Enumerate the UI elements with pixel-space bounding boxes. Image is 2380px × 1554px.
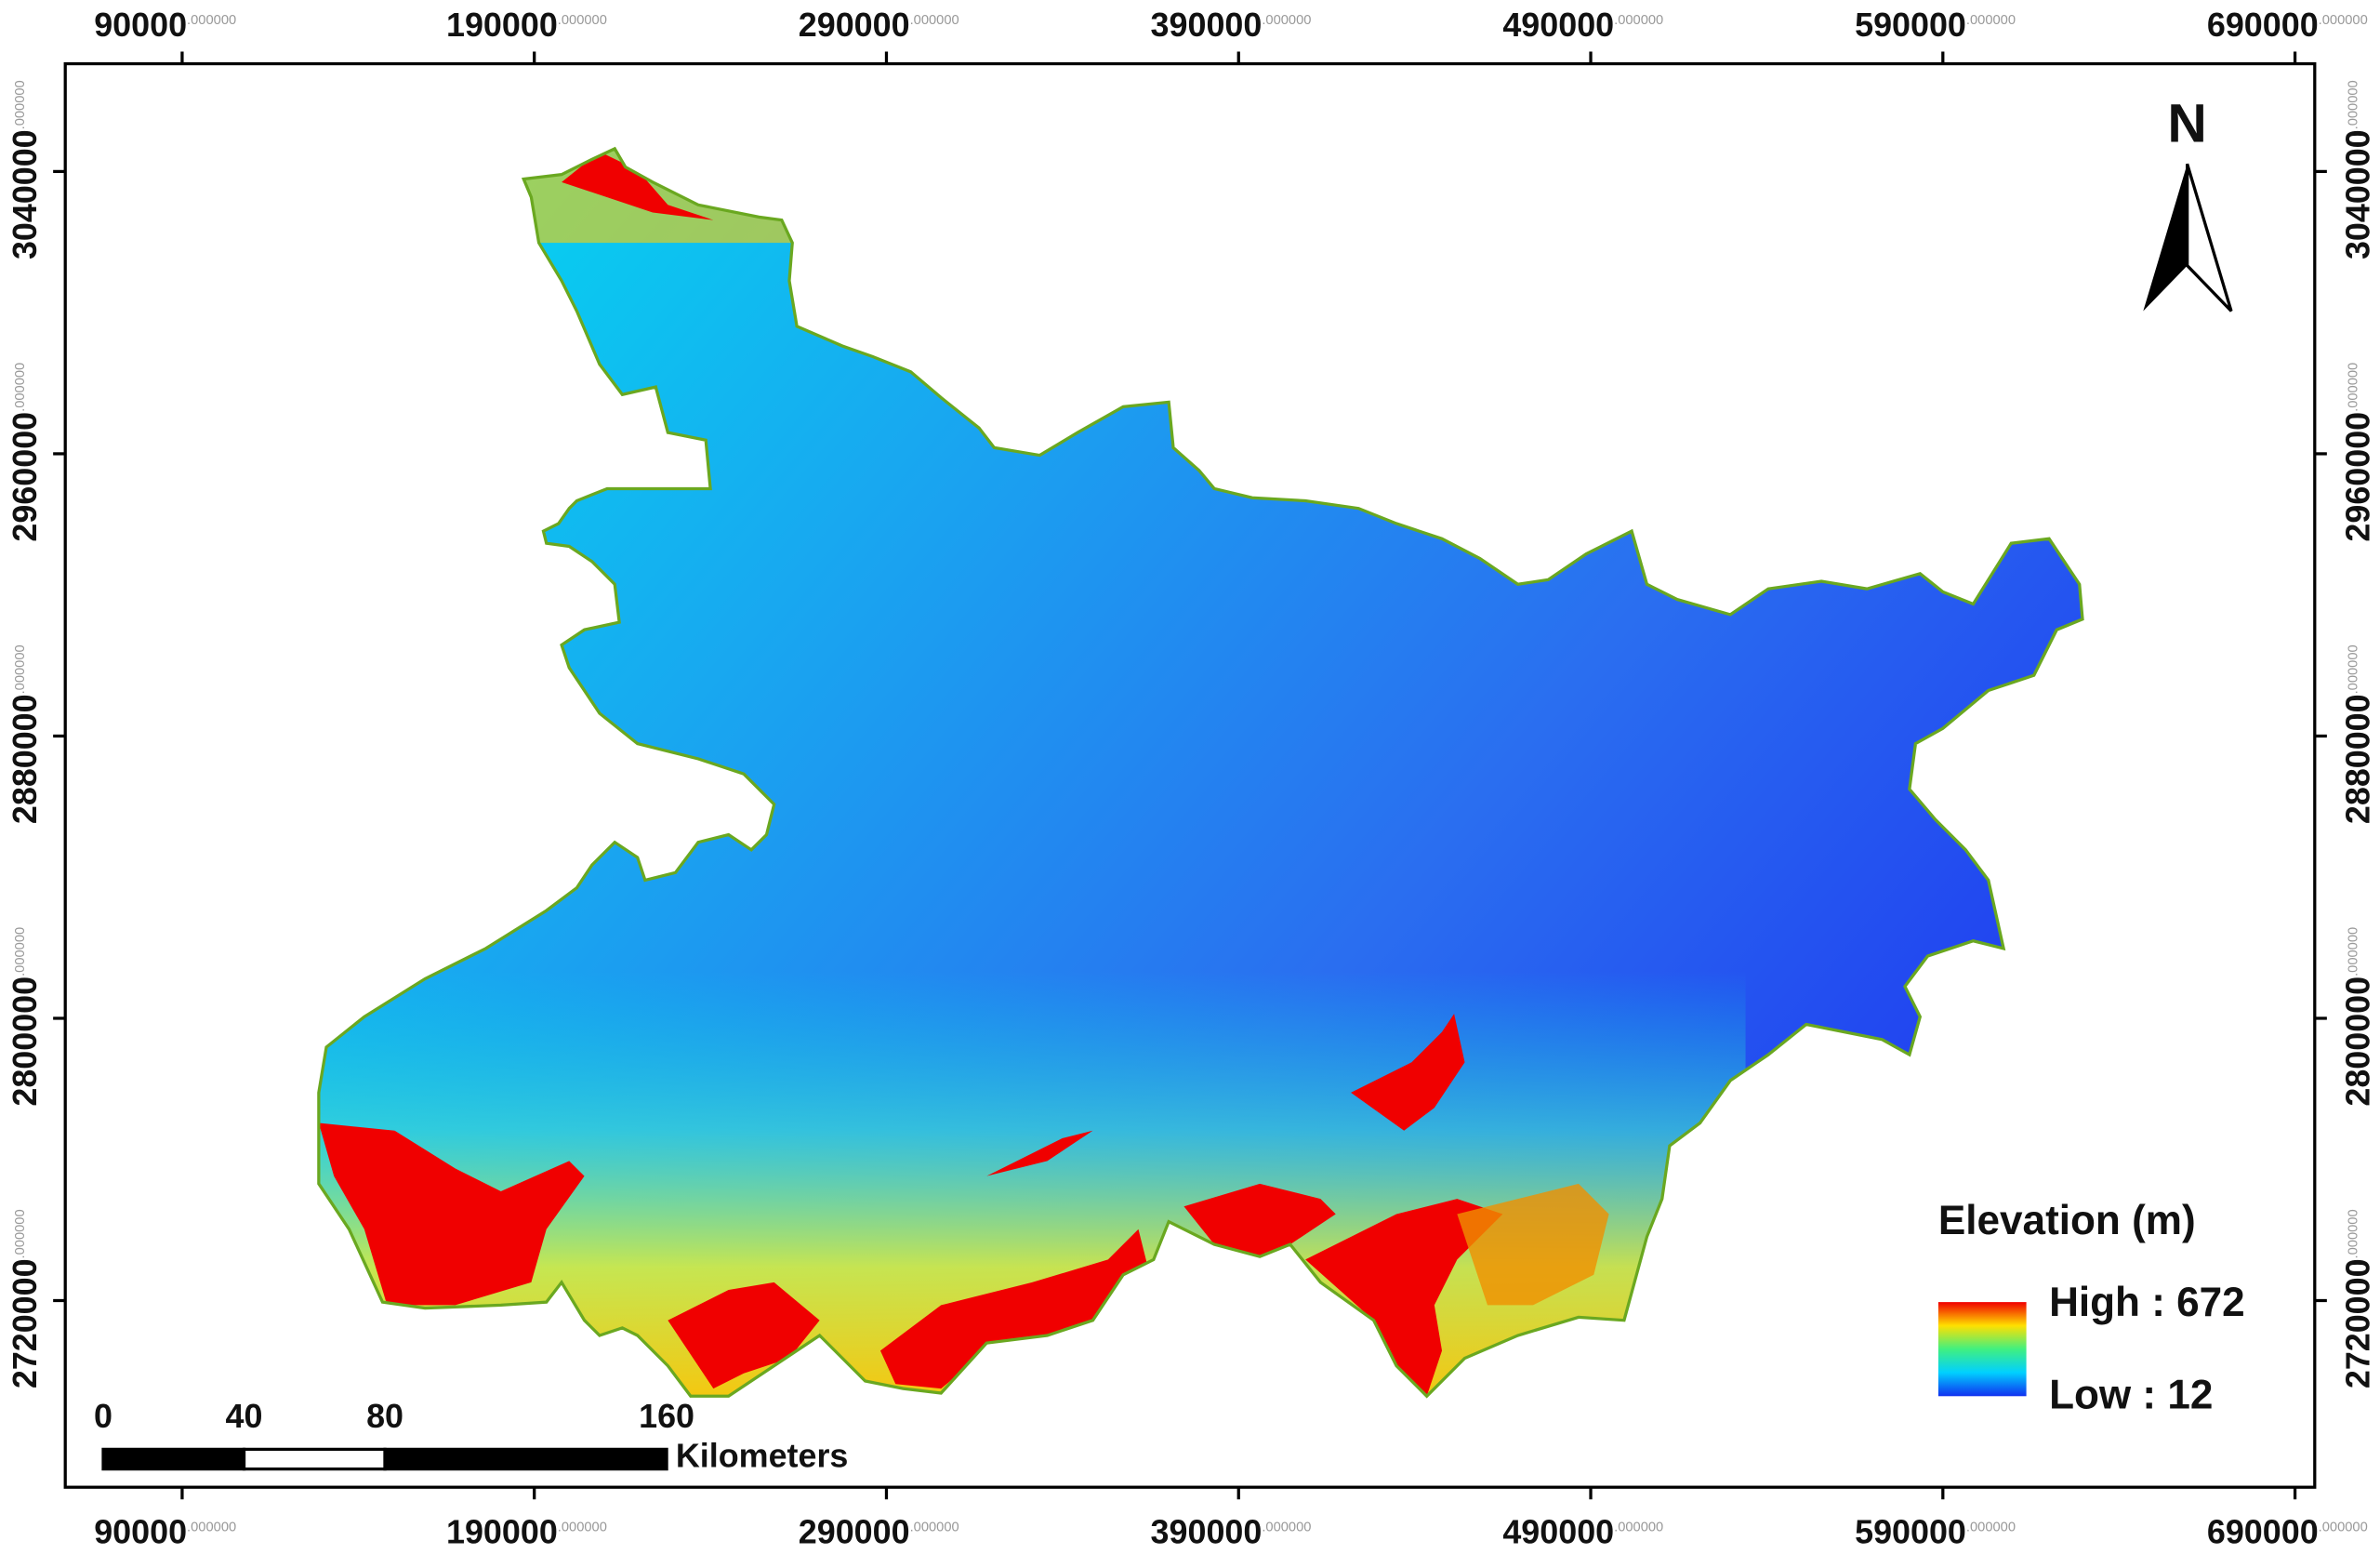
tick-suffix: .000000	[13, 927, 28, 976]
y-tick-label: 2880000.000000	[7, 644, 44, 824]
tick-value: 290000	[799, 7, 910, 44]
y-tick-label: 2720000.000000	[2340, 1209, 2377, 1388]
north-label: N	[2167, 94, 2206, 154]
y-tick-label: 3040000.000000	[2340, 80, 2377, 259]
tick-value: 2880000	[2340, 694, 2377, 824]
tick-suffix: .000000	[2319, 1521, 2368, 1535]
tick-suffix: .000000	[2347, 363, 2361, 412]
scale-segment	[383, 1447, 668, 1471]
tick-suffix: .000000	[2347, 927, 2361, 976]
x-tick-label: 390000.000000	[1151, 7, 1312, 44]
tick-value: 2720000	[2340, 1258, 2377, 1388]
tick-value: 3040000	[2340, 129, 2377, 259]
tick-suffix: .000000	[187, 13, 236, 28]
tick-suffix: .000000	[2319, 13, 2368, 28]
tick-suffix: .000000	[1614, 13, 1663, 28]
y-tick-label: 2800000.000000	[7, 927, 44, 1107]
tick-value: 2800000	[7, 976, 44, 1107]
tick-value: 3040000	[7, 129, 44, 259]
x-tick-label: 490000.000000	[1502, 1514, 1663, 1551]
tick-suffix: .000000	[558, 13, 607, 28]
tick-value: 390000	[1151, 1514, 1263, 1551]
tick-suffix: .000000	[1614, 1521, 1663, 1535]
tick-suffix: .000000	[1262, 13, 1311, 28]
x-tick-label: 190000.000000	[446, 1514, 607, 1551]
scale-label: 80	[366, 1398, 403, 1435]
tick-value: 490000	[1502, 1514, 1614, 1551]
x-tick-label: 590000.000000	[1855, 1514, 2016, 1551]
tick-value: 490000	[1502, 7, 1614, 44]
tick-value: 2720000	[7, 1258, 44, 1388]
legend-high: High : 672	[2049, 1280, 2245, 1325]
tick-suffix: .000000	[1262, 1521, 1311, 1535]
tick-value: 690000	[2207, 7, 2319, 44]
x-tick-label: 590000.000000	[1855, 7, 2016, 44]
y-tick-label: 2800000.000000	[2340, 927, 2377, 1107]
scale-label: 0	[94, 1398, 112, 1435]
tick-suffix: .000000	[558, 1521, 607, 1535]
tick-value: 2800000	[2340, 976, 2377, 1107]
tick-suffix: .000000	[2347, 80, 2361, 129]
x-tick-label: 690000.000000	[2207, 7, 2368, 44]
tick-value: 190000	[446, 7, 558, 44]
tick-suffix: .000000	[1966, 1521, 2016, 1535]
map-frame	[63, 61, 2317, 1489]
tick-suffix: .000000	[2347, 1209, 2361, 1258]
tick-suffix: .000000	[187, 1521, 236, 1535]
x-tick-label: 290000.000000	[799, 7, 959, 44]
y-tick-label: 3040000.000000	[7, 80, 44, 259]
x-tick-label: 190000.000000	[446, 7, 607, 44]
tick-suffix: .000000	[2347, 644, 2361, 694]
tick-value: 90000	[94, 7, 187, 44]
tick-suffix: .000000	[910, 1521, 959, 1535]
scale-label: 160	[639, 1398, 694, 1435]
scale-unit: Kilometers	[676, 1438, 849, 1475]
y-tick-label: 2960000.000000	[7, 363, 44, 542]
legend-title: Elevation (m)	[1938, 1198, 2196, 1243]
legend-low: Low : 12	[2049, 1373, 2213, 1418]
tick-suffix: .000000	[13, 644, 28, 694]
tick-suffix: .000000	[1966, 13, 2016, 28]
tick-value: 590000	[1855, 7, 1966, 44]
tick-value: 2960000	[2340, 412, 2377, 542]
y-tick-label: 2960000.000000	[2340, 363, 2377, 542]
x-tick-label: 290000.000000	[799, 1514, 959, 1551]
tick-value: 290000	[799, 1514, 910, 1551]
y-tick-label: 2880000.000000	[2340, 644, 2377, 824]
tick-value: 2880000	[7, 694, 44, 824]
tick-suffix: .000000	[13, 1209, 28, 1258]
x-tick-label: 690000.000000	[2207, 1514, 2368, 1551]
tick-value: 690000	[2207, 1514, 2319, 1551]
tick-suffix: .000000	[13, 80, 28, 129]
x-tick-label: 90000.000000	[94, 1514, 236, 1551]
x-tick-label: 90000.000000	[94, 7, 236, 44]
tick-value: 390000	[1151, 7, 1263, 44]
x-tick-label: 490000.000000	[1502, 7, 1663, 44]
tick-value: 590000	[1855, 1514, 1966, 1551]
y-tick-label: 2720000.000000	[7, 1209, 44, 1388]
scale-segment	[101, 1447, 246, 1471]
legend-ramp	[1937, 1302, 2027, 1397]
tick-suffix: .000000	[13, 363, 28, 412]
tick-value: 2960000	[7, 412, 44, 542]
tick-value: 90000	[94, 1514, 187, 1551]
scale-label: 40	[226, 1398, 263, 1435]
tick-value: 190000	[446, 1514, 558, 1551]
scale-segment	[242, 1447, 387, 1471]
north-arrow: N	[2143, 94, 2233, 312]
tick-suffix: .000000	[910, 13, 959, 28]
x-tick-label: 390000.000000	[1151, 1514, 1312, 1551]
